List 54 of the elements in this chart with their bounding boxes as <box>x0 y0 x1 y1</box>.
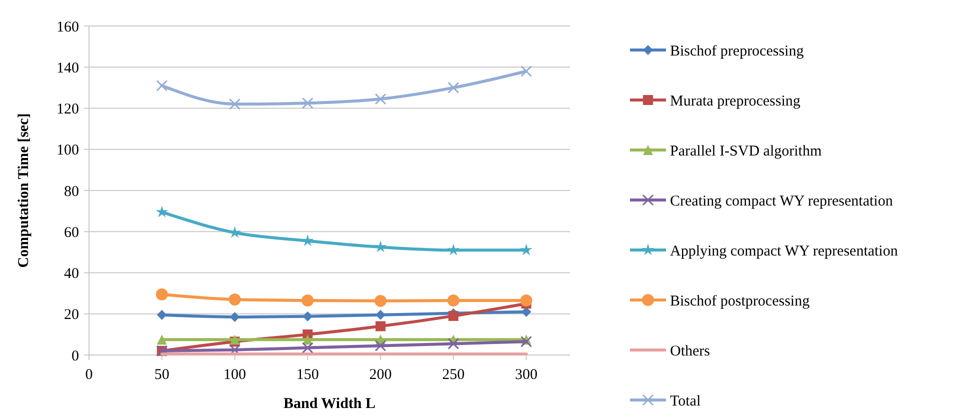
point <box>374 240 387 252</box>
point <box>156 80 168 92</box>
y-tick-label: 80 <box>64 184 79 200</box>
legend-label: Parallel I-SVD algorithm <box>670 143 822 160</box>
x-tick-label: 0 <box>85 367 93 383</box>
legend-label: Bischof postprocessing <box>670 293 810 310</box>
y-tick-label: 140 <box>56 60 79 76</box>
point <box>520 336 532 348</box>
legend-label: Creating compact WY representation <box>670 193 894 210</box>
point <box>376 310 386 320</box>
point <box>520 244 532 256</box>
y-tick-label: 60 <box>64 224 79 241</box>
point <box>229 98 241 110</box>
x-tick-label: 250 <box>442 367 465 383</box>
x-tick-label: 200 <box>369 367 392 383</box>
point <box>156 288 168 300</box>
point <box>447 244 460 256</box>
legend-label: Total <box>670 393 701 410</box>
x-tick-label: 300 <box>515 367 538 383</box>
legend-label: Murata preprocessing <box>670 93 801 110</box>
point <box>228 293 241 306</box>
y-tick-label: 40 <box>64 266 79 282</box>
x-tick-label: 50 <box>154 367 170 383</box>
y-tick-label: 0 <box>72 348 79 364</box>
point <box>302 97 314 109</box>
point <box>302 311 313 322</box>
y-tick-label: 100 <box>56 142 79 159</box>
y-tick-label: 120 <box>56 102 79 118</box>
point <box>302 294 314 307</box>
point <box>230 312 240 322</box>
legend-label: Others <box>670 343 710 360</box>
x-tick-label: 100 <box>224 367 246 383</box>
x-tick-label: 150 <box>296 367 319 383</box>
point <box>156 310 167 320</box>
legend-label: Bischof preprocessing <box>670 43 804 60</box>
point <box>156 206 168 218</box>
point <box>448 338 460 350</box>
point <box>448 82 460 94</box>
point <box>374 340 386 352</box>
point <box>301 234 314 246</box>
point <box>447 294 460 307</box>
point <box>520 294 532 307</box>
point <box>156 334 167 345</box>
point <box>376 321 386 332</box>
legend-label: Applying compact WY representation <box>670 243 898 260</box>
point <box>374 294 387 307</box>
point <box>302 342 314 354</box>
point <box>448 310 458 321</box>
x-axis-title: Band Width L <box>284 396 376 412</box>
y-tick-label: 20 <box>64 307 79 324</box>
point <box>374 93 386 105</box>
y-axis-title: Computation Time [sec] <box>16 113 32 268</box>
y-tick-label: 160 <box>56 19 79 36</box>
point <box>520 65 532 77</box>
